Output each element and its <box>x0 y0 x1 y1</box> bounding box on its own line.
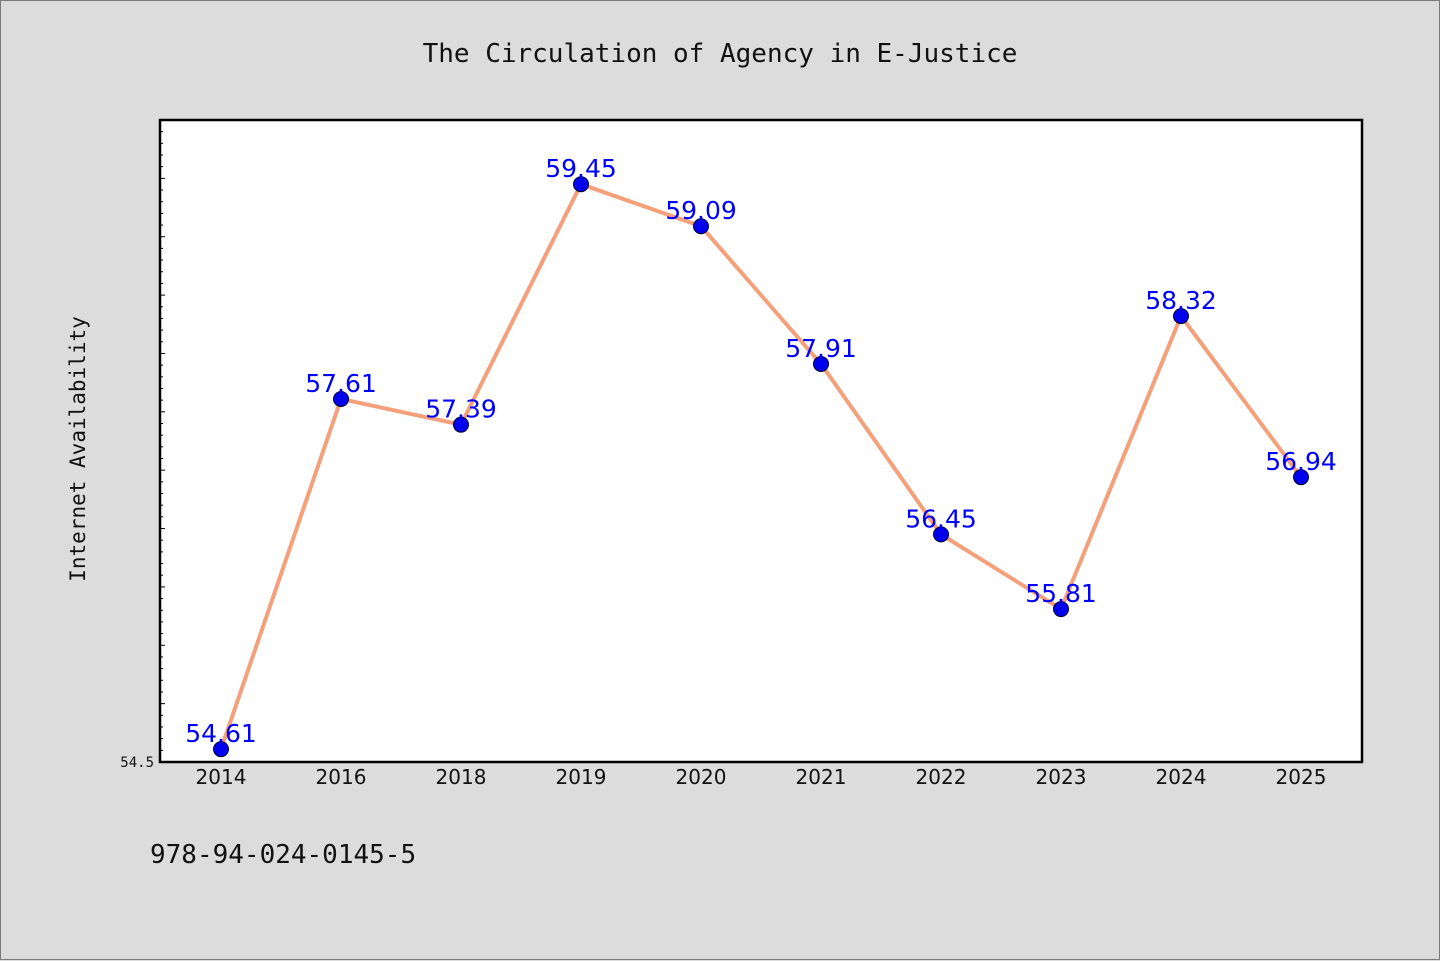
data-label: 58.32 <box>1145 286 1217 315</box>
x-tick-label: 2021 <box>796 765 847 789</box>
x-axis-tick-labels: 2014 2016 2018 2019 2020 2021 2022 2023 2024 2025 <box>196 765 1327 789</box>
data-point-marker <box>573 176 589 193</box>
data-point-marker <box>933 526 949 543</box>
x-tick-label: 2016 <box>316 765 367 789</box>
y-axis-ticks <box>160 119 165 763</box>
data-label: 57.39 <box>425 395 497 424</box>
data-point-marker <box>693 218 709 235</box>
data-label: 59.45 <box>545 154 617 183</box>
data-point-marker <box>1293 469 1309 486</box>
data-label: 57.61 <box>305 369 377 398</box>
data-label: 56.45 <box>905 504 977 533</box>
data-label: 55.81 <box>1025 579 1097 608</box>
y-tick-label: 54.5 <box>120 755 154 771</box>
footer-isbn-note: 978-94-024-0145-5 <box>150 840 416 870</box>
x-tick-label: 2018 <box>436 765 487 789</box>
data-label: 54.61 <box>185 719 257 748</box>
x-tick-label: 2025 <box>1276 765 1327 789</box>
data-markers <box>213 176 1309 758</box>
data-labels: 54.61 57.61 57.39 59.45 59.09 57.91 56.45 55.81… <box>185 154 1337 748</box>
y-axis-title: Internet Availability <box>66 316 90 582</box>
series-lines <box>219 182 1303 752</box>
x-tick-label: 2020 <box>676 765 727 789</box>
data-point-marker <box>213 741 229 758</box>
data-label: 59.09 <box>665 196 737 225</box>
chart-title: The Circulation of Agency in E-Justice <box>423 39 1018 69</box>
data-point-marker <box>453 416 469 433</box>
series-line <box>219 182 1303 752</box>
x-tick-label: 2019 <box>556 765 607 789</box>
x-tick-label: 2014 <box>196 765 247 789</box>
data-point-marker <box>1173 308 1189 325</box>
plot-area <box>158 118 1364 764</box>
x-tick-label: 2023 <box>1036 765 1087 789</box>
data-label: 56.94 <box>1265 447 1337 476</box>
data-point-marker <box>813 355 829 372</box>
x-tick-label: 2024 <box>1156 765 1207 789</box>
y-axis-tick-labels: 54.5 <box>120 755 154 771</box>
x-tick-label: 2022 <box>916 765 967 789</box>
data-label: 57.91 <box>785 334 857 363</box>
data-point-marker <box>333 390 349 407</box>
data-point-marker <box>1053 601 1069 618</box>
